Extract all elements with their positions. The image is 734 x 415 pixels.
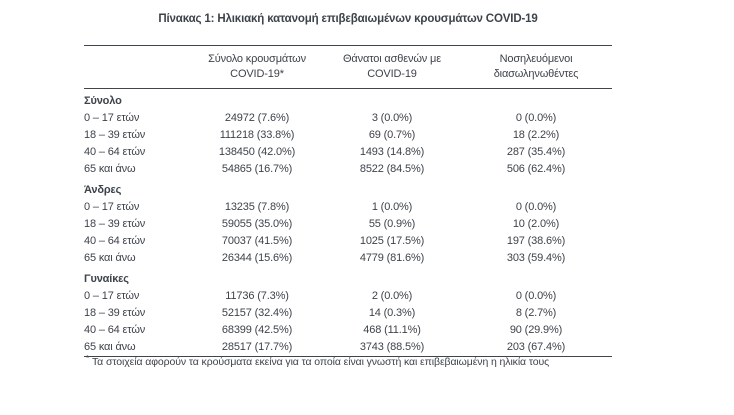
cell-deaths: 468 (11.1%) — [363, 324, 421, 336]
header-cell-empty — [84, 45, 190, 89]
header-intubated-line1: Νοσηλευόμενοι — [499, 53, 573, 65]
cell-deaths: 69 (0.7%) — [368, 129, 416, 141]
age-label: 65 και άνω — [84, 163, 136, 175]
age-label: 0 – 17 ετών — [84, 112, 140, 124]
page-title: Πίνακας 1: Ηλικιακή κατανομή επιβεβαιωμέ… — [158, 13, 538, 25]
header-deaths-line2: COVID-19 — [367, 68, 417, 80]
cell-deaths: 55 (0.9%) — [368, 218, 416, 230]
age-label: 65 και άνω — [84, 252, 136, 264]
table-row: 40 – 64 ετών 68399 (42.5%) 468 (11.1%) 9… — [84, 322, 612, 339]
age-label: 0 – 17 ετών — [84, 201, 140, 213]
cell-intubated: 303 (59.4%) — [506, 252, 566, 264]
cell-total-cases: 11736 (7.3%) — [225, 290, 289, 302]
covid-age-table-wrap: Σύνολο κρουσμάτων COVID-19* Θάνατοι ασθε… — [84, 45, 612, 357]
section-row-total: Σύνολο — [84, 89, 612, 111]
age-label: 18 – 39 ετών — [84, 307, 146, 319]
age-label: 18 – 39 ετών — [84, 129, 146, 141]
cell-total-cases: 59055 (35.0%) — [221, 218, 293, 230]
age-label: 40 – 64 ετών — [84, 324, 146, 336]
cell-deaths: 1025 (17.5%) — [359, 235, 425, 247]
cell-intubated: 8 (2.7%) — [515, 307, 557, 319]
table-row: 0 – 17 ετών 11736 (7.3%) 2 (0.0%) 0 (0.0… — [84, 288, 612, 305]
cell-deaths: 14 (0.3%) — [368, 307, 416, 319]
cell-intubated: 203 (67.4%) — [506, 341, 566, 353]
cell-intubated: 0 (0.0%) — [515, 112, 557, 124]
cell-deaths: 4779 (81.6%) — [359, 252, 425, 264]
header-cell-intubated: Νοσηλευόμενοι διασωληνωθέντες — [460, 45, 612, 89]
cell-intubated: 18 (2.2%) — [512, 129, 560, 141]
cell-total-cases: 28517 (17.7%) — [221, 341, 293, 353]
header-deaths-line1: Θάνατοι ασθενών με — [343, 53, 441, 65]
section-row-men: Άνδρες — [84, 178, 612, 199]
header-total-cases-line1: Σύνολο κρουσμάτων — [208, 53, 306, 65]
table-row: 18 – 39 ετών 59055 (35.0%) 55 (0.9%) 10 … — [84, 216, 612, 233]
section-label: Σύνολο — [84, 94, 122, 107]
age-label: 65 και άνω — [84, 341, 136, 353]
cell-deaths: 3 (0.0%) — [371, 112, 413, 124]
cell-total-cases: 13235 (7.8%) — [224, 201, 290, 213]
cell-deaths: 3743 (88.5%) — [359, 341, 425, 353]
table-row: 65 και άνω 28517 (17.7%) 3743 (88.5%) 20… — [84, 339, 612, 357]
table-row: 40 – 64 ετών 138450 (42.0%) 1493 (14.8%)… — [84, 144, 612, 161]
header-intubated-line2: διασωληνωθέντες — [493, 68, 579, 80]
cell-deaths: 1 (0.0%) — [371, 201, 413, 213]
section-label: Γυναίκες — [84, 272, 129, 285]
cell-intubated: 197 (38.6%) — [506, 235, 566, 247]
table-body: Σύνολο 0 – 17 ετών 24972 (7.6%) 3 (0.0%)… — [84, 89, 612, 357]
footnote: * Τα στοιχεία αφορούν τα κρούσματα εκείνα… — [86, 352, 614, 369]
cell-deaths: 1493 (14.8%) — [359, 146, 425, 158]
cell-total-cases: 111218 (33.8%) — [219, 129, 295, 141]
table-row: 40 – 64 ετών 70037 (41.5%) 1025 (17.5%) … — [84, 233, 612, 250]
section-label: Άνδρες — [84, 183, 122, 196]
cell-deaths: 2 (0.0%) — [371, 290, 413, 302]
covid-age-table: Σύνολο κρουσμάτων COVID-19* Θάνατοι ασθε… — [84, 45, 612, 357]
cell-total-cases: 54865 (16.7%) — [221, 163, 293, 175]
table-row: 0 – 17 ετών 24972 (7.6%) 3 (0.0%) 0 (0.0… — [84, 110, 612, 127]
cell-total-cases: 68399 (42.5%) — [221, 324, 293, 336]
cell-total-cases: 24972 (7.6%) — [224, 112, 290, 124]
age-label: 18 – 39 ετών — [84, 218, 146, 230]
header-cell-total-cases: Σύνολο κρουσμάτων COVID-19* — [190, 45, 324, 89]
cell-intubated: 0 (0.0%) — [515, 290, 557, 302]
table-row: 18 – 39 ετών 52157 (32.4%) 14 (0.3%) 8 (… — [84, 305, 612, 322]
cell-total-cases: 70037 (41.5%) — [221, 235, 293, 247]
cell-intubated: 506 (62.4%) — [506, 163, 566, 175]
footnote-marker: * — [86, 354, 90, 363]
table-row: 65 και άνω 26344 (15.6%) 4779 (81.6%) 30… — [84, 250, 612, 267]
table-row: 18 – 39 ετών 111218 (33.8%) 69 (0.7%) 18… — [84, 127, 612, 144]
table-header: Σύνολο κρουσμάτων COVID-19* Θάνατοι ασθε… — [84, 45, 612, 89]
header-cell-deaths: Θάνατοι ασθενών με COVID-19 — [324, 45, 460, 89]
section-row-women: Γυναίκες — [84, 267, 612, 288]
cell-intubated: 10 (2.0%) — [512, 218, 560, 230]
table-row: 0 – 17 ετών 13235 (7.8%) 1 (0.0%) 0 (0.0… — [84, 199, 612, 216]
cell-intubated: 90 (29.9%) — [509, 324, 563, 336]
cell-deaths: 8522 (84.5%) — [359, 163, 425, 175]
age-label: 40 – 64 ετών — [84, 235, 146, 247]
age-label: 40 – 64 ετών — [84, 146, 146, 158]
cell-total-cases: 52157 (32.4%) — [221, 307, 293, 319]
cell-intubated: 287 (35.4%) — [506, 146, 566, 158]
cell-total-cases: 138450 (42.0%) — [218, 146, 296, 158]
footnote-text: Τα στοιχεία αφορούν τα κρούσματα εκείνα … — [92, 356, 550, 368]
cell-total-cases: 26344 (15.6%) — [221, 252, 293, 264]
age-label: 0 – 17 ετών — [84, 290, 140, 302]
header-total-cases-line2: COVID-19* — [230, 68, 284, 80]
table-row: 65 και άνω 54865 (16.7%) 8522 (84.5%) 50… — [84, 161, 612, 178]
cell-intubated: 0 (0.0%) — [515, 201, 557, 213]
